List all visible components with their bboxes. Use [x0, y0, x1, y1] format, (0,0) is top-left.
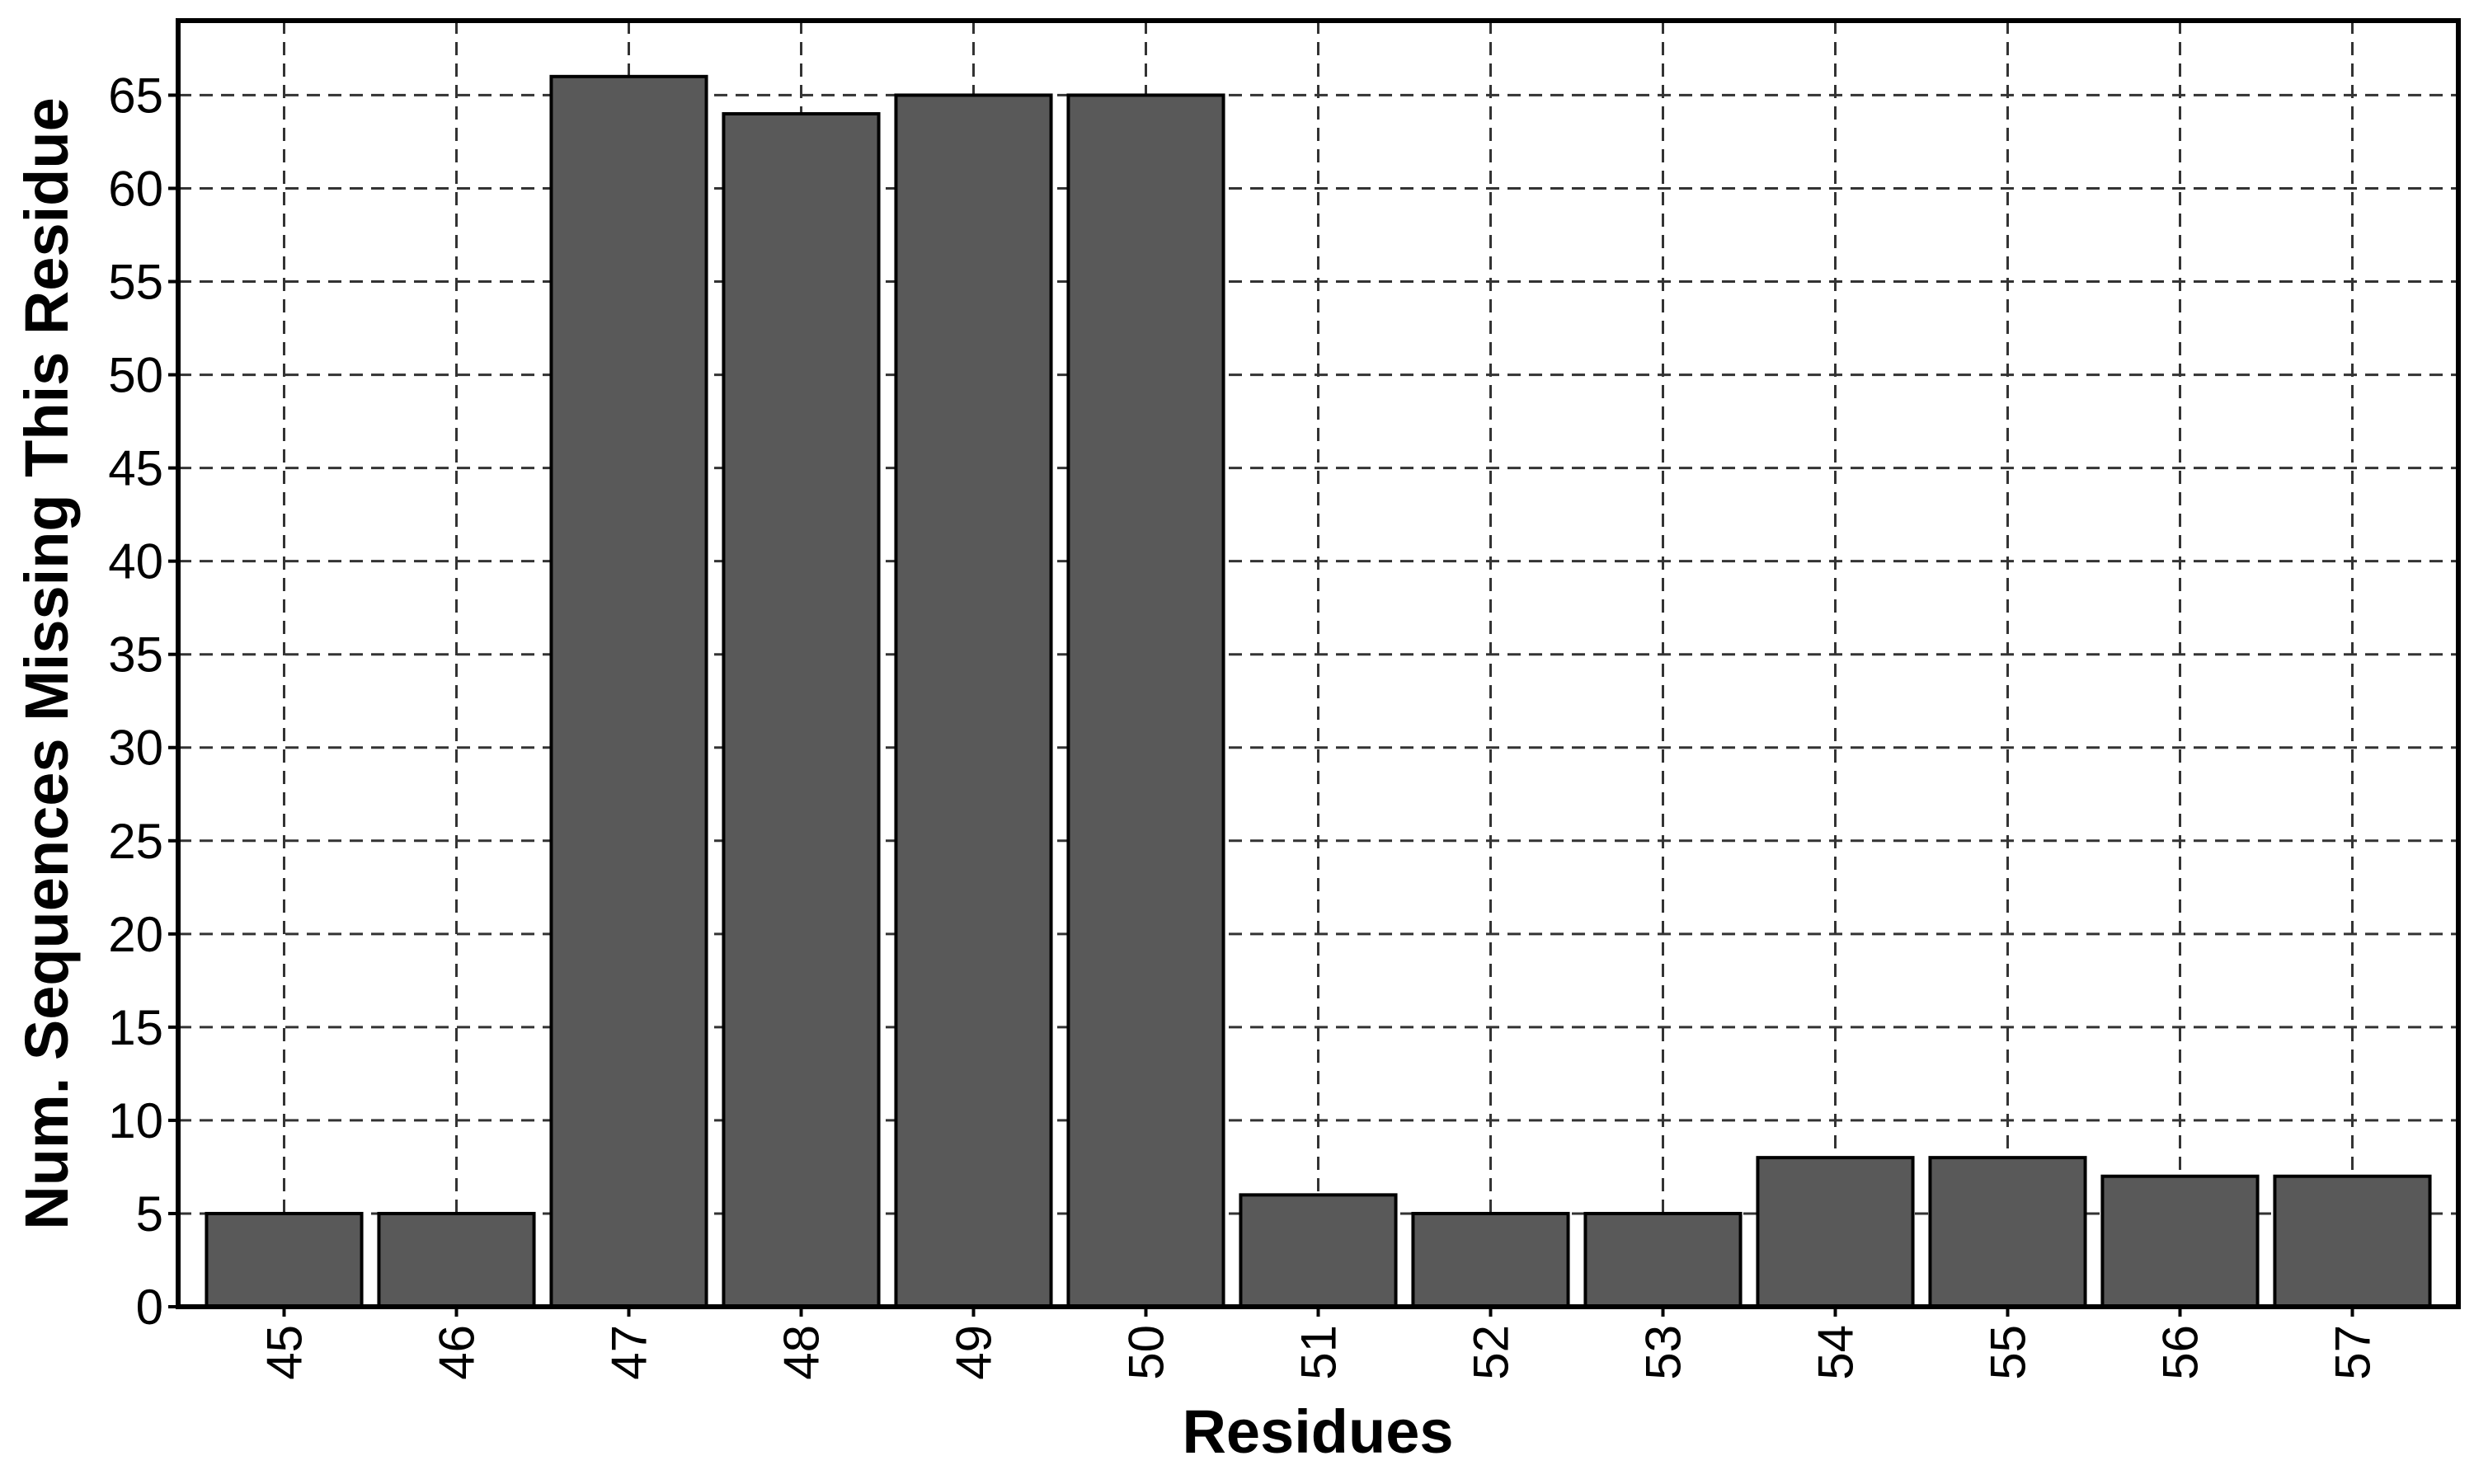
bar-residue-47 [549, 74, 708, 1309]
y-tick-label: 5 [136, 1186, 163, 1242]
x-tick-label: 57 [2326, 1325, 2381, 1380]
bar-residue-52 [1411, 1211, 1570, 1309]
y-tick-label: 25 [108, 814, 163, 869]
x-tick-label: 45 [257, 1325, 313, 1380]
y-tick-label: 0 [136, 1280, 163, 1335]
bar-residue-48 [722, 112, 881, 1309]
bar-residue-51 [1239, 1193, 1398, 1308]
y-tick-label: 35 [108, 627, 163, 683]
x-tick-label: 53 [1636, 1325, 1691, 1380]
y-tick-label: 60 [108, 161, 163, 216]
bar-residue-57 [2273, 1174, 2432, 1308]
y-tick-label: 45 [108, 441, 163, 496]
x-tick-label: 48 [774, 1325, 830, 1380]
y-tick-label: 50 [108, 348, 163, 403]
x-tick-label: 54 [1808, 1325, 1864, 1380]
y-tick-label: 30 [108, 721, 163, 776]
x-axis-ticks: 45 46 47 48 49 50 51 52 53 54 55 56 57 [257, 1307, 2381, 1380]
bar-residue-46 [377, 1211, 536, 1309]
y-tick-label: 10 [108, 1093, 163, 1148]
bar-residue-54 [1756, 1156, 1915, 1309]
x-tick-label: 47 [602, 1325, 657, 1380]
y-tick-label: 40 [108, 534, 163, 589]
x-tick-label: 51 [1291, 1325, 1347, 1380]
bar-residue-50 [1066, 93, 1225, 1308]
y-tick-label: 65 [108, 68, 163, 123]
y-axis-title: Num. Sequences Missing This Residue [12, 97, 81, 1229]
x-tick-label: 52 [1464, 1325, 1519, 1380]
bar-residue-45 [205, 1211, 364, 1309]
grid-lines [178, 21, 2458, 1307]
bar-residue-53 [1583, 1211, 1743, 1309]
x-tick-label: 50 [1119, 1325, 1174, 1380]
y-tick-label: 15 [108, 1000, 163, 1055]
bar-residue-56 [2100, 1174, 2260, 1308]
bar-residue-55 [1928, 1156, 2087, 1309]
y-tick-label: 55 [108, 255, 163, 310]
x-tick-label: 55 [1981, 1325, 2036, 1380]
x-axis-title: Residues [1182, 1397, 1453, 1466]
x-tick-label: 46 [430, 1325, 485, 1380]
bar-residue-49 [894, 93, 1053, 1308]
x-tick-label: 56 [2153, 1325, 2208, 1380]
y-tick-label: 20 [108, 907, 163, 962]
x-tick-label: 49 [947, 1325, 1002, 1380]
y-axis-ticks: 0 5 10 15 20 25 30 35 40 45 50 55 60 65 [108, 68, 178, 1335]
